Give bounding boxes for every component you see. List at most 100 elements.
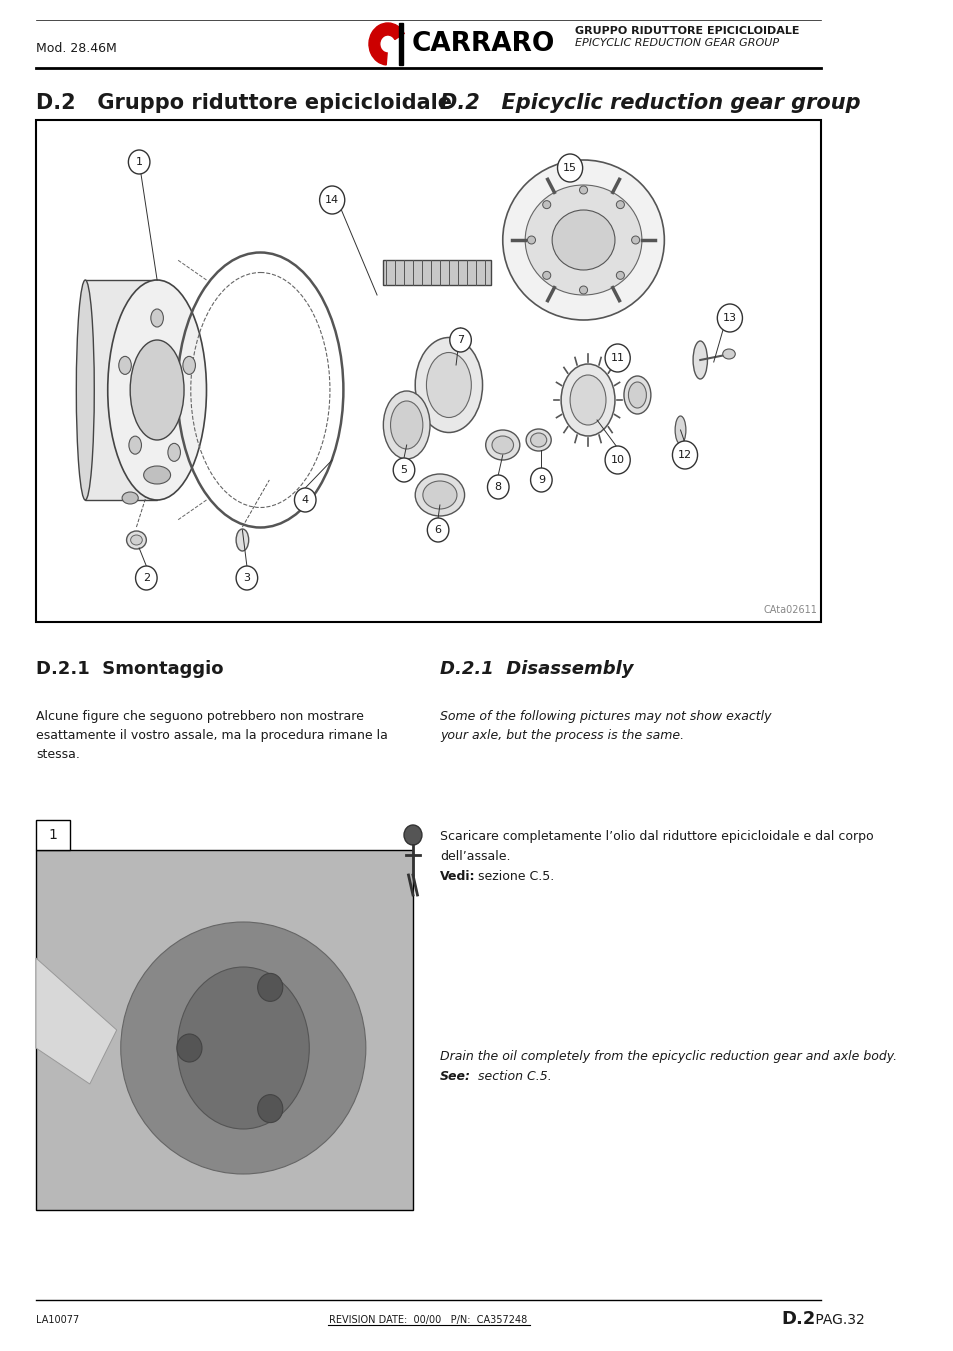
- Text: 12: 12: [678, 450, 691, 459]
- Ellipse shape: [722, 349, 735, 359]
- Bar: [36, 850, 413, 1210]
- Text: 15: 15: [562, 163, 577, 173]
- Circle shape: [294, 488, 315, 512]
- Text: 3: 3: [243, 573, 250, 584]
- Circle shape: [319, 186, 344, 213]
- Ellipse shape: [177, 967, 309, 1129]
- Circle shape: [604, 446, 630, 474]
- Text: 13: 13: [722, 313, 736, 323]
- Ellipse shape: [235, 530, 249, 551]
- Ellipse shape: [415, 474, 464, 516]
- Text: sezione C.5.: sezione C.5.: [474, 870, 554, 884]
- Ellipse shape: [151, 309, 163, 327]
- Ellipse shape: [530, 434, 546, 447]
- Ellipse shape: [525, 430, 551, 451]
- Text: EPICYCLIC REDUCTION GEAR GROUP: EPICYCLIC REDUCTION GEAR GROUP: [574, 38, 778, 49]
- Ellipse shape: [578, 286, 587, 295]
- Text: D.2   Epicyclic reduction gear group: D.2 Epicyclic reduction gear group: [439, 93, 860, 113]
- Ellipse shape: [76, 280, 94, 500]
- Text: 14: 14: [325, 195, 339, 205]
- Text: 1: 1: [135, 157, 143, 168]
- Ellipse shape: [122, 492, 138, 504]
- Text: 10: 10: [610, 455, 624, 465]
- Ellipse shape: [492, 436, 513, 454]
- Ellipse shape: [415, 338, 482, 432]
- Bar: [36, 120, 821, 621]
- Ellipse shape: [527, 236, 535, 245]
- Ellipse shape: [570, 376, 605, 426]
- Text: GRUPPO RIDUTTORE EPICICLOIDALE: GRUPPO RIDUTTORE EPICICLOIDALE: [574, 26, 799, 36]
- Ellipse shape: [127, 531, 146, 549]
- Text: 9: 9: [537, 476, 544, 485]
- Ellipse shape: [390, 401, 422, 449]
- Ellipse shape: [257, 1094, 282, 1123]
- Text: Vedi:: Vedi:: [439, 870, 475, 884]
- Ellipse shape: [485, 430, 519, 459]
- Circle shape: [427, 517, 449, 542]
- Circle shape: [672, 440, 697, 469]
- Circle shape: [487, 476, 509, 499]
- Ellipse shape: [144, 466, 171, 484]
- Bar: [383, 259, 491, 285]
- Ellipse shape: [692, 340, 707, 380]
- Circle shape: [604, 345, 630, 372]
- Circle shape: [135, 566, 157, 590]
- Ellipse shape: [129, 436, 141, 454]
- Text: 1: 1: [49, 828, 57, 842]
- Text: section C.5.: section C.5.: [474, 1070, 551, 1084]
- Ellipse shape: [131, 535, 142, 544]
- Ellipse shape: [552, 209, 615, 270]
- Text: D.2   Gruppo riduttore epicicloidale: D.2 Gruppo riduttore epicicloidale: [36, 93, 452, 113]
- Text: 6: 6: [435, 526, 441, 535]
- Ellipse shape: [422, 481, 456, 509]
- Ellipse shape: [118, 357, 132, 374]
- Circle shape: [557, 154, 582, 182]
- Text: D.2.1  Smontaggio: D.2.1 Smontaggio: [36, 661, 223, 678]
- Ellipse shape: [628, 382, 646, 408]
- Circle shape: [530, 467, 552, 492]
- Ellipse shape: [616, 272, 624, 280]
- Ellipse shape: [525, 185, 641, 295]
- Text: CAta02611: CAta02611: [762, 605, 816, 615]
- Circle shape: [393, 458, 415, 482]
- Text: See:: See:: [439, 1070, 471, 1084]
- Ellipse shape: [176, 1034, 202, 1062]
- Bar: [85, 280, 157, 500]
- Bar: [36, 820, 70, 850]
- Text: 5: 5: [400, 465, 407, 476]
- Ellipse shape: [168, 443, 180, 461]
- Bar: [398, 23, 403, 65]
- Text: 4: 4: [301, 494, 309, 505]
- Text: Some of the following pictures may not show exactly
your axle, but the process i: Some of the following pictures may not s…: [439, 711, 771, 742]
- Ellipse shape: [257, 973, 282, 1001]
- Ellipse shape: [383, 390, 430, 459]
- Ellipse shape: [675, 416, 685, 444]
- Text: PAG.32: PAG.32: [810, 1313, 863, 1327]
- Text: 2: 2: [143, 573, 150, 584]
- Circle shape: [235, 566, 257, 590]
- Ellipse shape: [130, 340, 184, 440]
- Text: 8: 8: [495, 482, 501, 492]
- Circle shape: [717, 304, 741, 332]
- Text: CARRARO: CARRARO: [411, 31, 554, 57]
- Ellipse shape: [560, 363, 615, 436]
- Ellipse shape: [108, 280, 206, 500]
- Text: 7: 7: [456, 335, 463, 345]
- Ellipse shape: [542, 272, 550, 280]
- Circle shape: [449, 328, 471, 353]
- Ellipse shape: [631, 236, 639, 245]
- Text: Scaricare completamente l’olio dal riduttore epicicloidale e dal corpo: Scaricare completamente l’olio dal ridut…: [439, 830, 873, 843]
- Circle shape: [129, 150, 150, 174]
- Text: REVISION DATE:  00/00   P/N:  CA357248: REVISION DATE: 00/00 P/N: CA357248: [329, 1315, 527, 1325]
- Text: D.2.1  Disassembly: D.2.1 Disassembly: [439, 661, 633, 678]
- Ellipse shape: [623, 376, 650, 413]
- Ellipse shape: [502, 159, 663, 320]
- Text: Alcune figure che seguono potrebbero non mostrare
esattamente il vostro assale, : Alcune figure che seguono potrebbero non…: [36, 711, 387, 761]
- Text: dell’assale.: dell’assale.: [439, 850, 510, 863]
- Text: 11: 11: [610, 353, 624, 363]
- Wedge shape: [369, 23, 404, 65]
- Text: Drain the oil completely from the epicyclic reduction gear and axle body.: Drain the oil completely from the epicyc…: [439, 1050, 896, 1063]
- Text: Mod. 28.46M: Mod. 28.46M: [36, 42, 116, 54]
- Text: LA10077: LA10077: [36, 1315, 79, 1325]
- Ellipse shape: [183, 357, 195, 374]
